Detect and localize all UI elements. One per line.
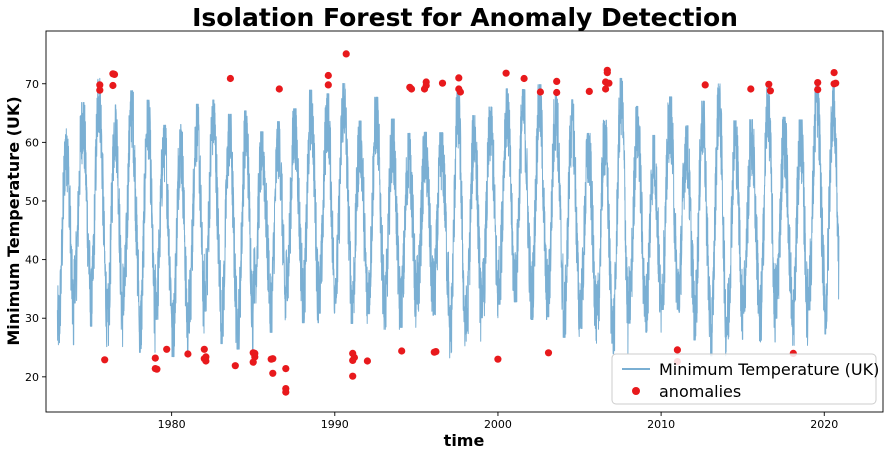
anomaly-point xyxy=(502,69,510,77)
anomaly-point xyxy=(269,355,277,363)
anomaly-point xyxy=(520,74,528,83)
anomaly-point xyxy=(269,369,277,377)
anomaly-point xyxy=(432,348,440,356)
anomaly-point xyxy=(96,81,104,89)
anomaly-point xyxy=(832,79,840,87)
y-tick-label: 70 xyxy=(25,78,39,91)
anomaly-point xyxy=(96,86,104,94)
anomaly-point xyxy=(110,70,119,78)
anomaly-point xyxy=(673,346,682,354)
legend-marker-anomalies xyxy=(632,387,640,395)
anomaly-point xyxy=(109,81,117,90)
y-axis-ticks: 20 30 40 50 60 70 xyxy=(25,78,46,384)
anomaly-point xyxy=(701,81,709,89)
anomaly-point xyxy=(200,345,208,353)
anomaly-point xyxy=(184,350,192,358)
x-tick-label: 2020 xyxy=(810,418,838,431)
anomaly-point xyxy=(605,79,613,87)
legend: Minimum Temperature (UK) anomalies xyxy=(611,353,879,405)
temperature-line xyxy=(56,77,840,359)
anomaly-point xyxy=(438,79,447,87)
anomaly-point xyxy=(456,88,464,96)
anomaly-point xyxy=(324,81,332,89)
anomaly-point xyxy=(363,357,371,365)
y-tick-label: 60 xyxy=(25,136,39,149)
anomaly-point xyxy=(200,355,208,363)
anomaly-point xyxy=(342,50,350,58)
anomaly-point xyxy=(830,69,838,77)
y-tick-label: 20 xyxy=(25,371,39,384)
temperature-series-line xyxy=(56,77,840,359)
legend-label-series: Minimum Temperature (UK) xyxy=(659,360,879,379)
anomaly-point xyxy=(282,388,290,396)
y-tick-label: 40 xyxy=(25,254,39,267)
anomaly-point xyxy=(398,347,406,355)
anomaly-point xyxy=(747,85,755,93)
anomaly-point xyxy=(163,345,171,353)
anomaly-point xyxy=(151,354,159,362)
x-tick-label: 2010 xyxy=(647,418,675,431)
legend-box xyxy=(611,353,877,405)
anomaly-point xyxy=(544,349,553,357)
x-axis-label: time xyxy=(444,431,485,450)
anomaly-point xyxy=(455,74,463,82)
anomaly-point xyxy=(226,74,234,83)
x-axis-ticks: 1980 1990 2000 2010 2020 xyxy=(158,412,838,431)
legend-label-anomalies: anomalies xyxy=(659,382,741,401)
anomaly-point xyxy=(349,356,357,364)
anomaly-point xyxy=(101,356,109,364)
anomaly-point xyxy=(249,358,257,366)
anomaly-point xyxy=(553,77,561,85)
anomaly-point xyxy=(494,355,502,363)
anomaly-point xyxy=(349,372,357,380)
plot-frame xyxy=(45,30,884,413)
anomaly-point xyxy=(153,365,161,373)
chart-title: Isolation Forest for Anomaly Detection xyxy=(192,3,738,32)
anomaly-point xyxy=(420,85,429,93)
y-tick-label: 30 xyxy=(25,312,39,325)
anomaly-point xyxy=(766,87,775,95)
anomaly-point xyxy=(275,85,283,93)
anomaly-point xyxy=(603,69,611,77)
anomaly-point xyxy=(602,85,610,93)
anomaly-point xyxy=(324,71,332,80)
anomaly-point xyxy=(765,80,773,88)
anomaly-point xyxy=(536,88,545,96)
anomaly-point xyxy=(407,85,416,93)
x-tick-label: 2000 xyxy=(484,418,512,431)
anomaly-point xyxy=(553,88,561,97)
plot-area xyxy=(46,31,883,412)
anomaly-point xyxy=(251,349,259,357)
anomaly-point xyxy=(585,87,593,95)
anomaly-point xyxy=(814,79,822,87)
x-tick-label: 1980 xyxy=(158,418,186,431)
anomaly-point xyxy=(231,362,239,370)
anomaly-point xyxy=(814,86,822,94)
anomaly-point xyxy=(282,365,290,373)
x-tick-label: 1990 xyxy=(321,418,349,431)
y-tick-label: 50 xyxy=(25,195,39,208)
y-axis-label: Minimum Temperature (UK) xyxy=(4,96,23,345)
anomaly-points xyxy=(96,50,840,396)
